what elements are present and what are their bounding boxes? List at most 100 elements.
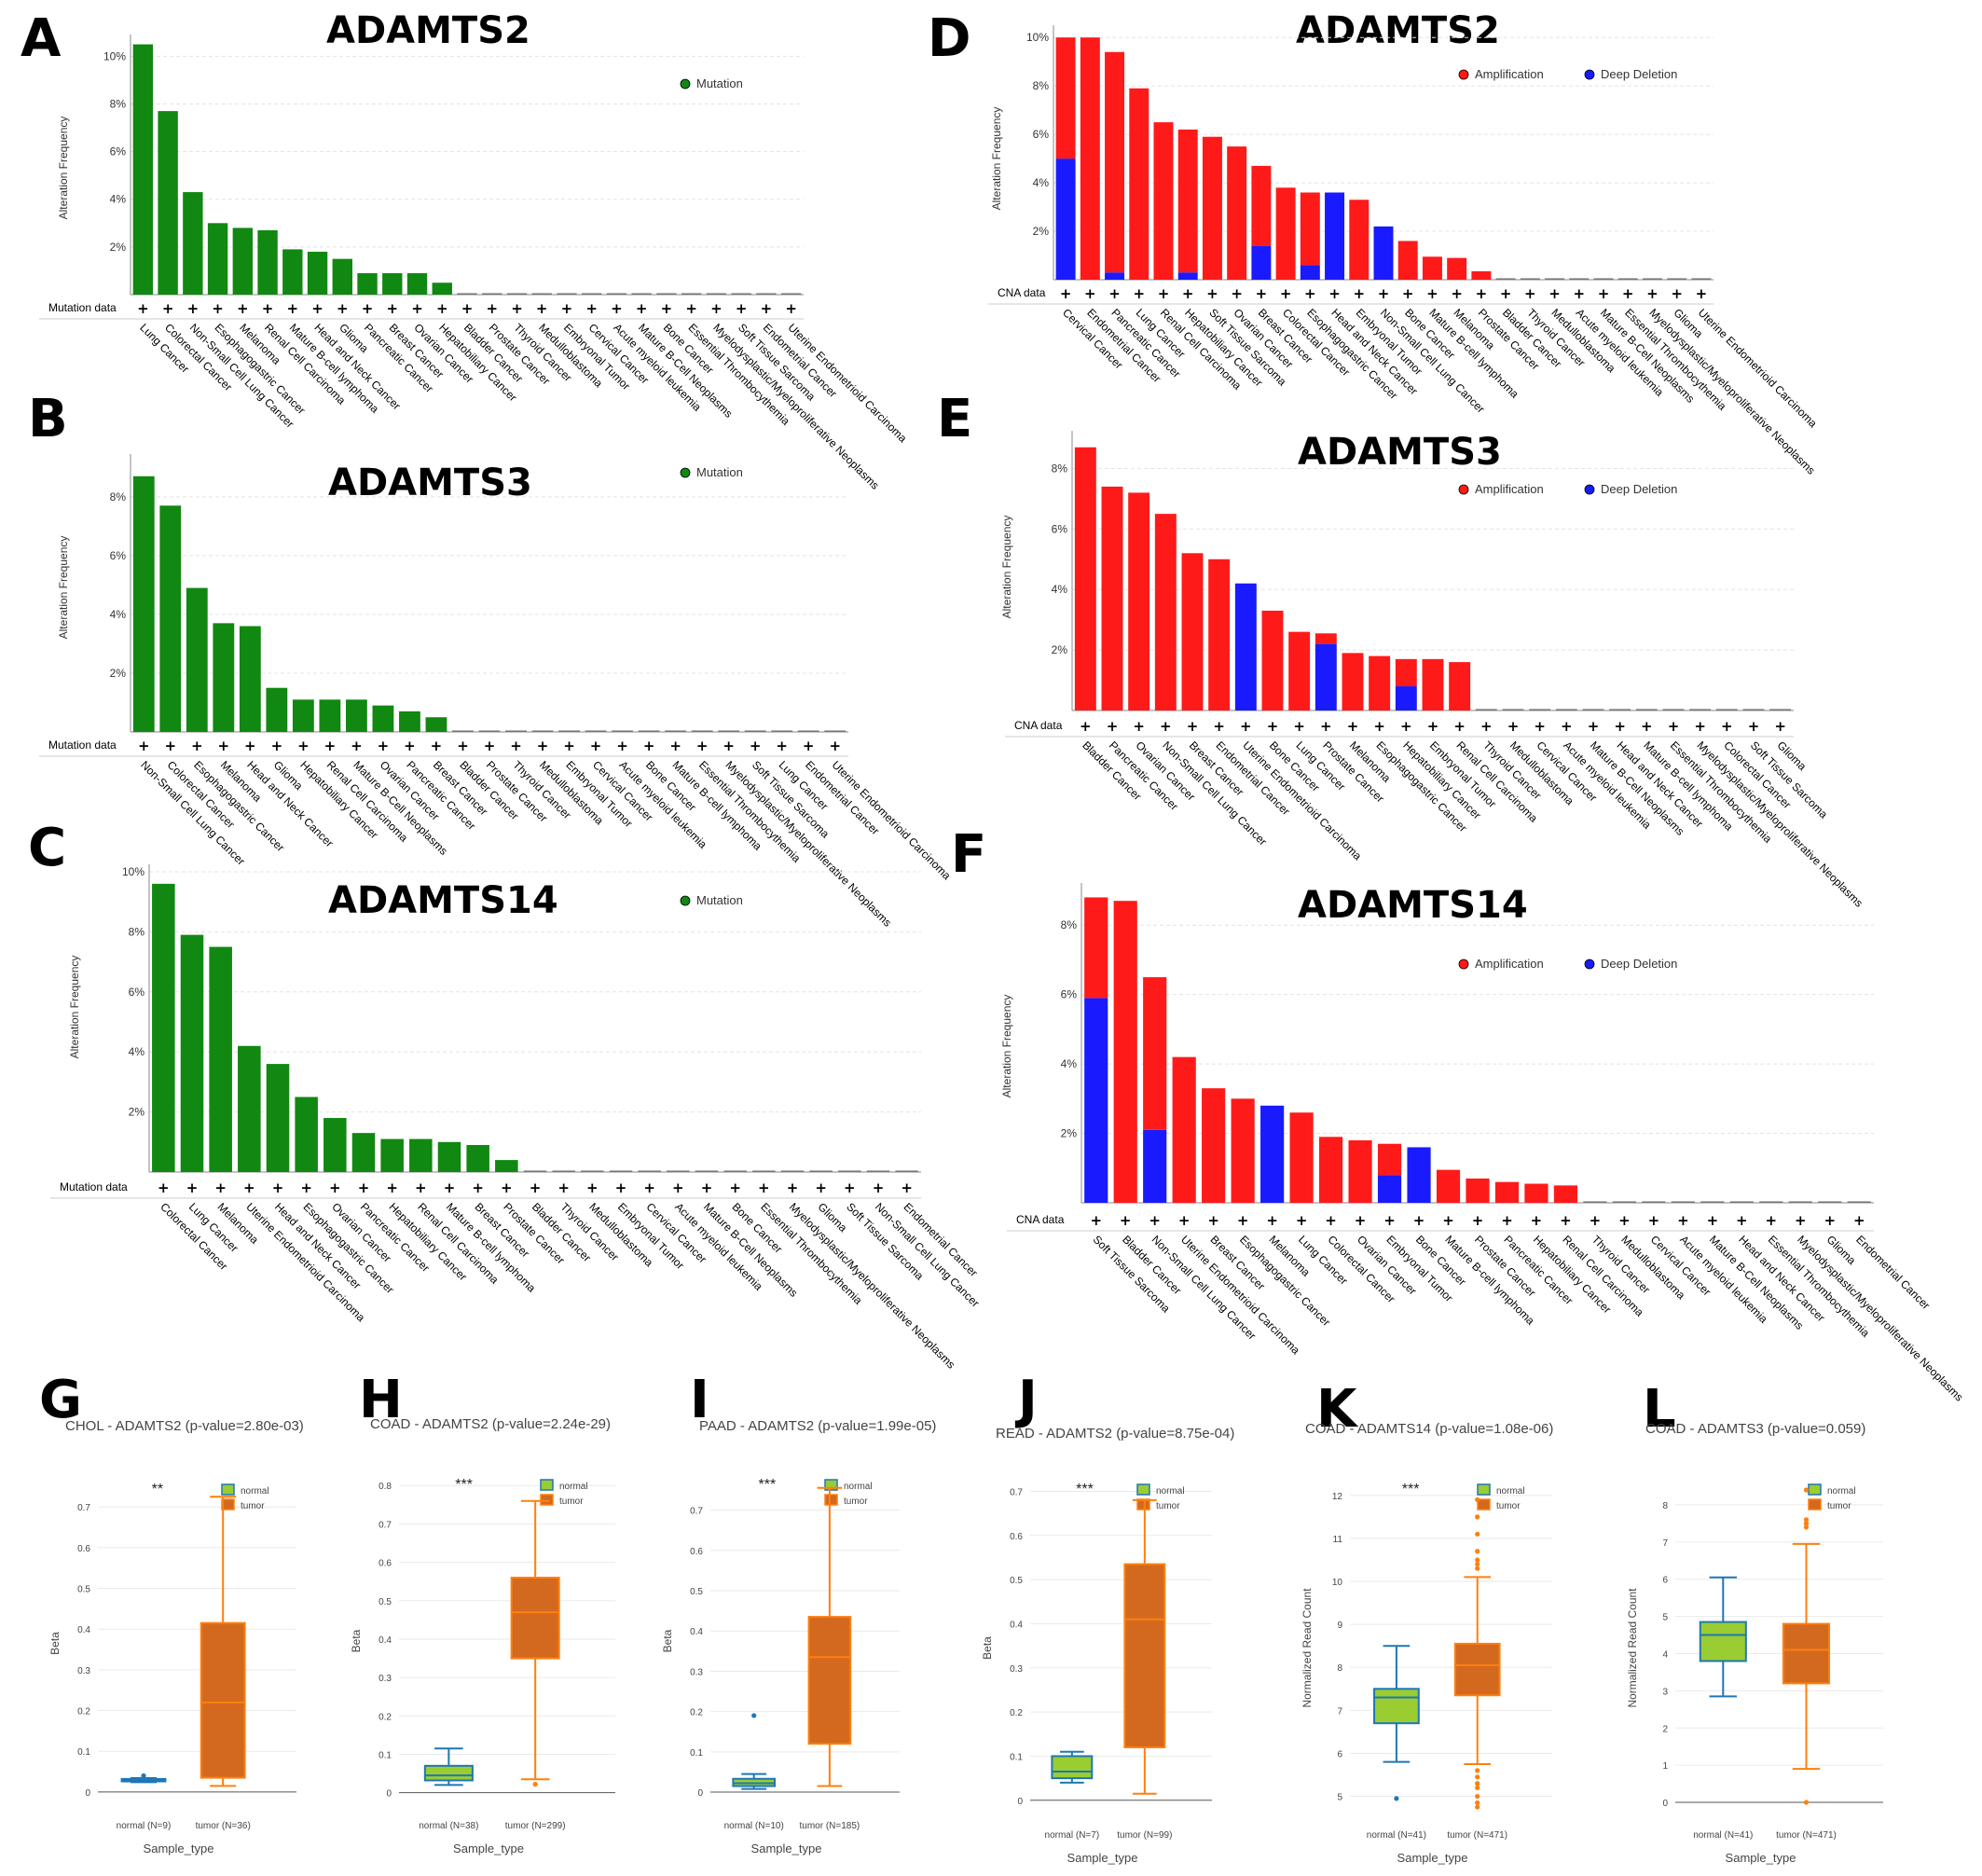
y-tick-label: 0.1	[77, 1747, 90, 1758]
data-row-marker: +	[736, 300, 748, 317]
category-label: Uterine Endometrioid Carcinoma	[830, 758, 954, 882]
data-row-marker: +	[615, 1179, 627, 1196]
legend-swatch-normal	[1477, 1483, 1491, 1496]
data-row-marker: +	[324, 738, 337, 754]
y-tick-label: 2%	[110, 667, 127, 680]
data-row-marker: +	[404, 738, 416, 754]
data-row-marker: +	[685, 300, 697, 317]
data-row-marker: +	[351, 738, 363, 754]
outlier-point-tumor	[1803, 1800, 1810, 1805]
y-tick-label: 0.7	[77, 1503, 90, 1513]
box-tumor	[200, 1621, 246, 1779]
y-tick-label: 0.7	[1010, 1487, 1023, 1497]
y-tick-label: 0.5	[379, 1597, 392, 1607]
bar-mutation	[239, 626, 261, 732]
legend-swatch-normal	[221, 1483, 235, 1496]
y-tick-label: 0.4	[690, 1627, 703, 1637]
data-row-marker: +	[1696, 285, 1708, 302]
bar-amplification	[1494, 1181, 1520, 1203]
legend-label: normal	[1827, 1486, 1856, 1497]
legend-swatch-normal	[1808, 1483, 1822, 1496]
y-tick-label: 6%	[1033, 128, 1050, 141]
category-label: Myelodysplastic/Myeloproliferative Neopl…	[1646, 306, 1817, 476]
bar-mutation	[132, 476, 155, 732]
data-row-marker: +	[158, 1179, 170, 1196]
y-tick-label: 4%	[110, 193, 127, 206]
data-row-marker: +	[1561, 718, 1573, 735]
data-row-marker: +	[785, 300, 797, 317]
data-row-marker: +	[537, 738, 549, 754]
y-tick-label: 8	[1337, 1663, 1342, 1674]
bar-amplification	[1349, 200, 1370, 280]
outlier-point-tumor	[1475, 1768, 1480, 1773]
bar-amplification	[1251, 165, 1272, 246]
y-tick-label: 0.1	[1010, 1752, 1023, 1762]
x-tick-label: normal (N=7)	[1045, 1830, 1100, 1841]
y-tick-label: 4%	[1033, 176, 1050, 189]
y-tick-label: 2%	[1061, 1127, 1078, 1140]
data-row-marker: +	[1548, 285, 1561, 302]
bar-amplification	[1231, 1098, 1255, 1203]
outlier-point-tumor	[1475, 1557, 1480, 1563]
outlier-point-tumor	[1803, 1487, 1810, 1493]
y-axis-label: Beta	[48, 1632, 62, 1655]
legend-label: tumor	[844, 1497, 868, 1507]
outlier-point-tumor	[1475, 1514, 1480, 1520]
data-row-marker: +	[1736, 1212, 1748, 1229]
data-row-marker: +	[1774, 718, 1786, 735]
x-tick-label: normal (N=10)	[724, 1821, 784, 1831]
y-tick-label: 4%	[129, 1045, 145, 1058]
y-tick-label: 0.7	[379, 1520, 392, 1530]
panel-letter: B	[28, 389, 68, 449]
y-tick-label: 7	[1662, 1538, 1668, 1549]
bar-amplification	[1289, 1112, 1314, 1203]
y-tick-label: 0.4	[379, 1635, 392, 1646]
data-row-marker: +	[1107, 718, 1119, 735]
x-axis-label: Sample_type	[751, 1842, 822, 1855]
data-row-marker: +	[486, 300, 498, 317]
outlier-point-tumor	[1803, 1524, 1810, 1530]
data-row-marker: +	[563, 738, 575, 754]
bar-amplification	[1348, 1140, 1372, 1203]
data-row-marker: +	[164, 738, 176, 754]
box-tumor	[1453, 1642, 1501, 1697]
data-row-marker: +	[137, 300, 149, 317]
data-row-marker: +	[643, 1179, 655, 1196]
data-row-marker: +	[262, 300, 274, 317]
data-row-marker: +	[1524, 285, 1536, 302]
bar-amplification	[1397, 241, 1418, 280]
bar-mutation	[437, 1141, 461, 1172]
bar-amplification	[1227, 146, 1247, 280]
data-row-marker: +	[1453, 718, 1466, 735]
y-tick-label: 12	[1332, 1492, 1343, 1502]
data-row-marker: +	[1560, 1212, 1572, 1229]
box-normal	[1051, 1755, 1094, 1780]
bar-mutation	[495, 1160, 518, 1172]
legend-swatch-mutation	[680, 78, 691, 90]
bar-amplification	[1143, 977, 1167, 1130]
data-row-marker: +	[1598, 285, 1610, 302]
box-plot-title: READ - ADAMTS2 (p-value=8.75e-04)	[996, 1426, 1234, 1441]
legend-swatch-amplification	[1458, 959, 1469, 970]
y-tick-label: 4%	[1052, 583, 1068, 596]
legend-label: tumor	[1156, 1501, 1180, 1511]
data-row-marker: +	[1206, 285, 1218, 302]
data-row-marker: +	[378, 738, 390, 754]
data-row-marker: +	[1677, 1212, 1689, 1229]
data-row-marker: +	[1507, 718, 1520, 735]
bar-amplification	[1153, 122, 1174, 280]
outlier-point-normal	[1394, 1796, 1399, 1801]
significance-marker: **	[152, 1482, 163, 1497]
y-axis-label: Alteration Frequency	[1000, 995, 1013, 1098]
x-axis-label: Sample_type	[1397, 1851, 1468, 1865]
y-tick-label: 10%	[103, 49, 126, 62]
bar-mutation	[432, 283, 452, 295]
outlier-point-tumor	[532, 1781, 538, 1787]
legend-swatch-mutation	[680, 895, 691, 906]
y-axis-label: Alteration Frequency	[57, 117, 70, 220]
bar-deep-deletion	[1325, 192, 1345, 280]
data-row-marker: +	[191, 738, 203, 754]
